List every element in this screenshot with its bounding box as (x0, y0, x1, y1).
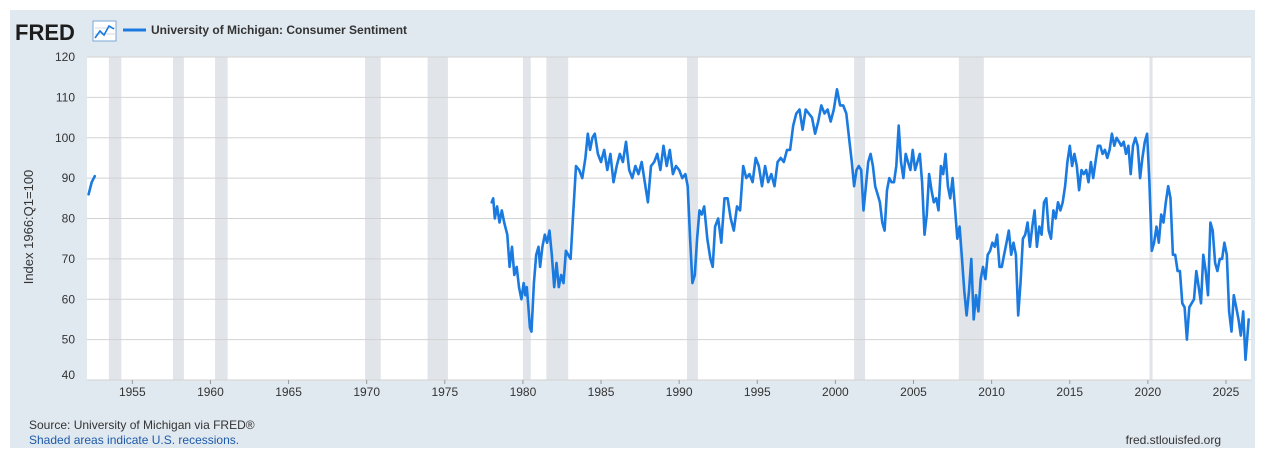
chart-svg: FRED University of Michigan: Consumer Se… (15, 20, 1251, 447)
x-tick-label-1960: 1960 (197, 385, 224, 399)
x-tick-label-2020: 2020 (1135, 385, 1162, 399)
x-tick-label-2025: 2025 (1213, 385, 1240, 399)
x-tick-label-2005: 2005 (900, 385, 927, 399)
site-link[interactable]: fred.stlouisfed.org (1126, 433, 1221, 447)
y-tick-label-110: 110 (56, 90, 75, 104)
gridlines (87, 56, 1251, 381)
x-tick-label-2000: 2000 (822, 385, 849, 399)
x-tick-label-1980: 1980 (510, 385, 537, 399)
x-tick-label-2015: 2015 (1056, 385, 1083, 399)
y-tick-label-100: 100 (55, 131, 75, 145)
y-tick-label-50: 50 (62, 333, 76, 347)
x-tick-label-1975: 1975 (431, 385, 458, 399)
x-tick-label-2010: 2010 (978, 385, 1005, 399)
y-tick-label-60: 60 (62, 292, 76, 306)
source-text: Source: University of Michigan via FRED® (29, 418, 255, 432)
y-tick-label-70: 70 (62, 252, 76, 266)
series-line-0-segment-1[interactable] (490, 88, 1250, 362)
recession-note[interactable]: Shaded areas indicate U.S. recessions. (29, 433, 239, 447)
series (87, 88, 1250, 362)
chart-frame: FRED University of Michigan: Consumer Se… (10, 10, 1255, 448)
chart-icon (92, 20, 117, 42)
x-tick-label-1985: 1985 (588, 385, 615, 399)
y-tick-label-120: 120 (55, 50, 75, 64)
legend-label[interactable]: University of Michigan: Consumer Sentime… (151, 23, 407, 37)
y-axis: 40 50 60 70 80 90 100 110 120 (55, 50, 75, 382)
fred-logo[interactable]: FRED (15, 20, 75, 45)
y-axis-label: Index 1966:Q1=100 (21, 170, 36, 285)
x-tick-label-1990: 1990 (666, 385, 693, 399)
x-tick-label-1965: 1965 (275, 385, 302, 399)
series-line-0-segment-0[interactable] (87, 174, 97, 196)
x-tick-label-1970: 1970 (353, 385, 380, 399)
y-tick-label-80: 80 (62, 212, 76, 226)
x-tick-label-1995: 1995 (744, 385, 771, 399)
y-tick-label-90: 90 (62, 171, 76, 185)
x-tick-label-1955: 1955 (119, 385, 146, 399)
x-axis: 1955 1960 1965 1970 1975 1980 1985 1990 1995 2000… (119, 380, 1240, 399)
y-tick-label-40: 40 (62, 368, 76, 382)
